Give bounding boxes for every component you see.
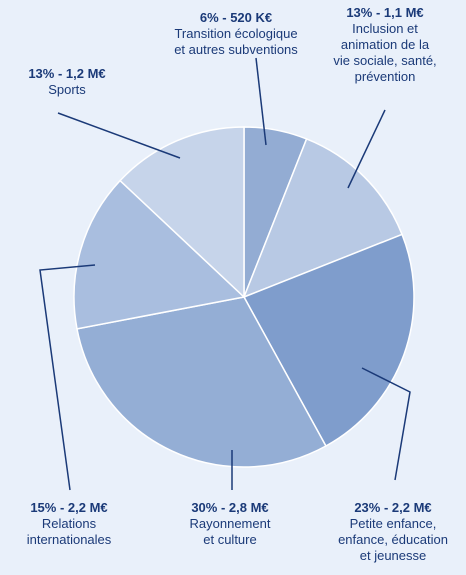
- slice-label-transition: 6% - 520 K€ Transition écologique et aut…: [152, 10, 320, 58]
- leader-inclusion: [347, 109, 386, 189]
- slice-label-enfance: 23% - 2,2 M€ Petite enfance, enfance, éd…: [320, 500, 466, 564]
- slice-text-enfance-3: et jeunesse: [359, 548, 427, 563]
- slice-text-transition-2: et autres subventions: [174, 42, 298, 57]
- slice-text-relations-2: internationales: [26, 532, 112, 547]
- slice-label-sports: 13% - 1,2 M€ Sports: [2, 66, 132, 98]
- slice-text-inclusion-2: animation de la: [340, 37, 430, 52]
- slice-value-transition: 6% - 520 K€: [199, 10, 273, 25]
- slice-value-inclusion: 13% - 1,1 M€: [346, 5, 424, 20]
- slice-text-relations-1: Relations: [41, 516, 97, 531]
- pie-slice-rayonnement: [76, 296, 327, 468]
- slice-text-rayonnement-2: et culture: [203, 532, 257, 547]
- slice-text-inclusion-3: vie sociale, santé,: [333, 53, 437, 68]
- slice-label-relations: 15% - 2,2 M€ Relations internationales: [4, 500, 134, 548]
- slice-text-inclusion-1: Inclusion et: [352, 21, 418, 36]
- leader-sports: [57, 112, 181, 159]
- pie-slice-sports: [119, 126, 245, 299]
- slice-text-rayonnement-1: Rayonnement: [189, 516, 271, 531]
- slice-label-inclusion: 13% - 1,1 M€ Inclusion et animation de l…: [310, 5, 460, 85]
- pie-slice-enfance: [242, 233, 415, 447]
- slice-value-sports: 13% - 1,2 M€: [28, 66, 106, 81]
- slice-text-sports-1: Sports: [48, 82, 86, 97]
- slice-label-rayonnement: 30% - 2,8 M€ Rayonnement et culture: [160, 500, 300, 548]
- slice-value-relations: 15% - 2,2 M€: [30, 500, 108, 515]
- leader-enfance: [361, 367, 411, 481]
- slice-text-enfance-1: Petite enfance,: [349, 516, 437, 531]
- slice-text-enfance-2: enfance, éducation: [338, 532, 448, 547]
- pie-slice-inclusion: [242, 137, 404, 299]
- leader-transition: [255, 57, 267, 146]
- slice-text-transition-1: Transition écologique: [174, 26, 298, 41]
- slice-value-enfance: 23% - 2,2 M€: [354, 500, 432, 515]
- slice-value-rayonnement: 30% - 2,8 M€: [191, 500, 269, 515]
- leader-relations: [39, 264, 96, 491]
- pie-slice-relations: [73, 179, 246, 330]
- slice-text-inclusion-4: prévention: [354, 69, 416, 84]
